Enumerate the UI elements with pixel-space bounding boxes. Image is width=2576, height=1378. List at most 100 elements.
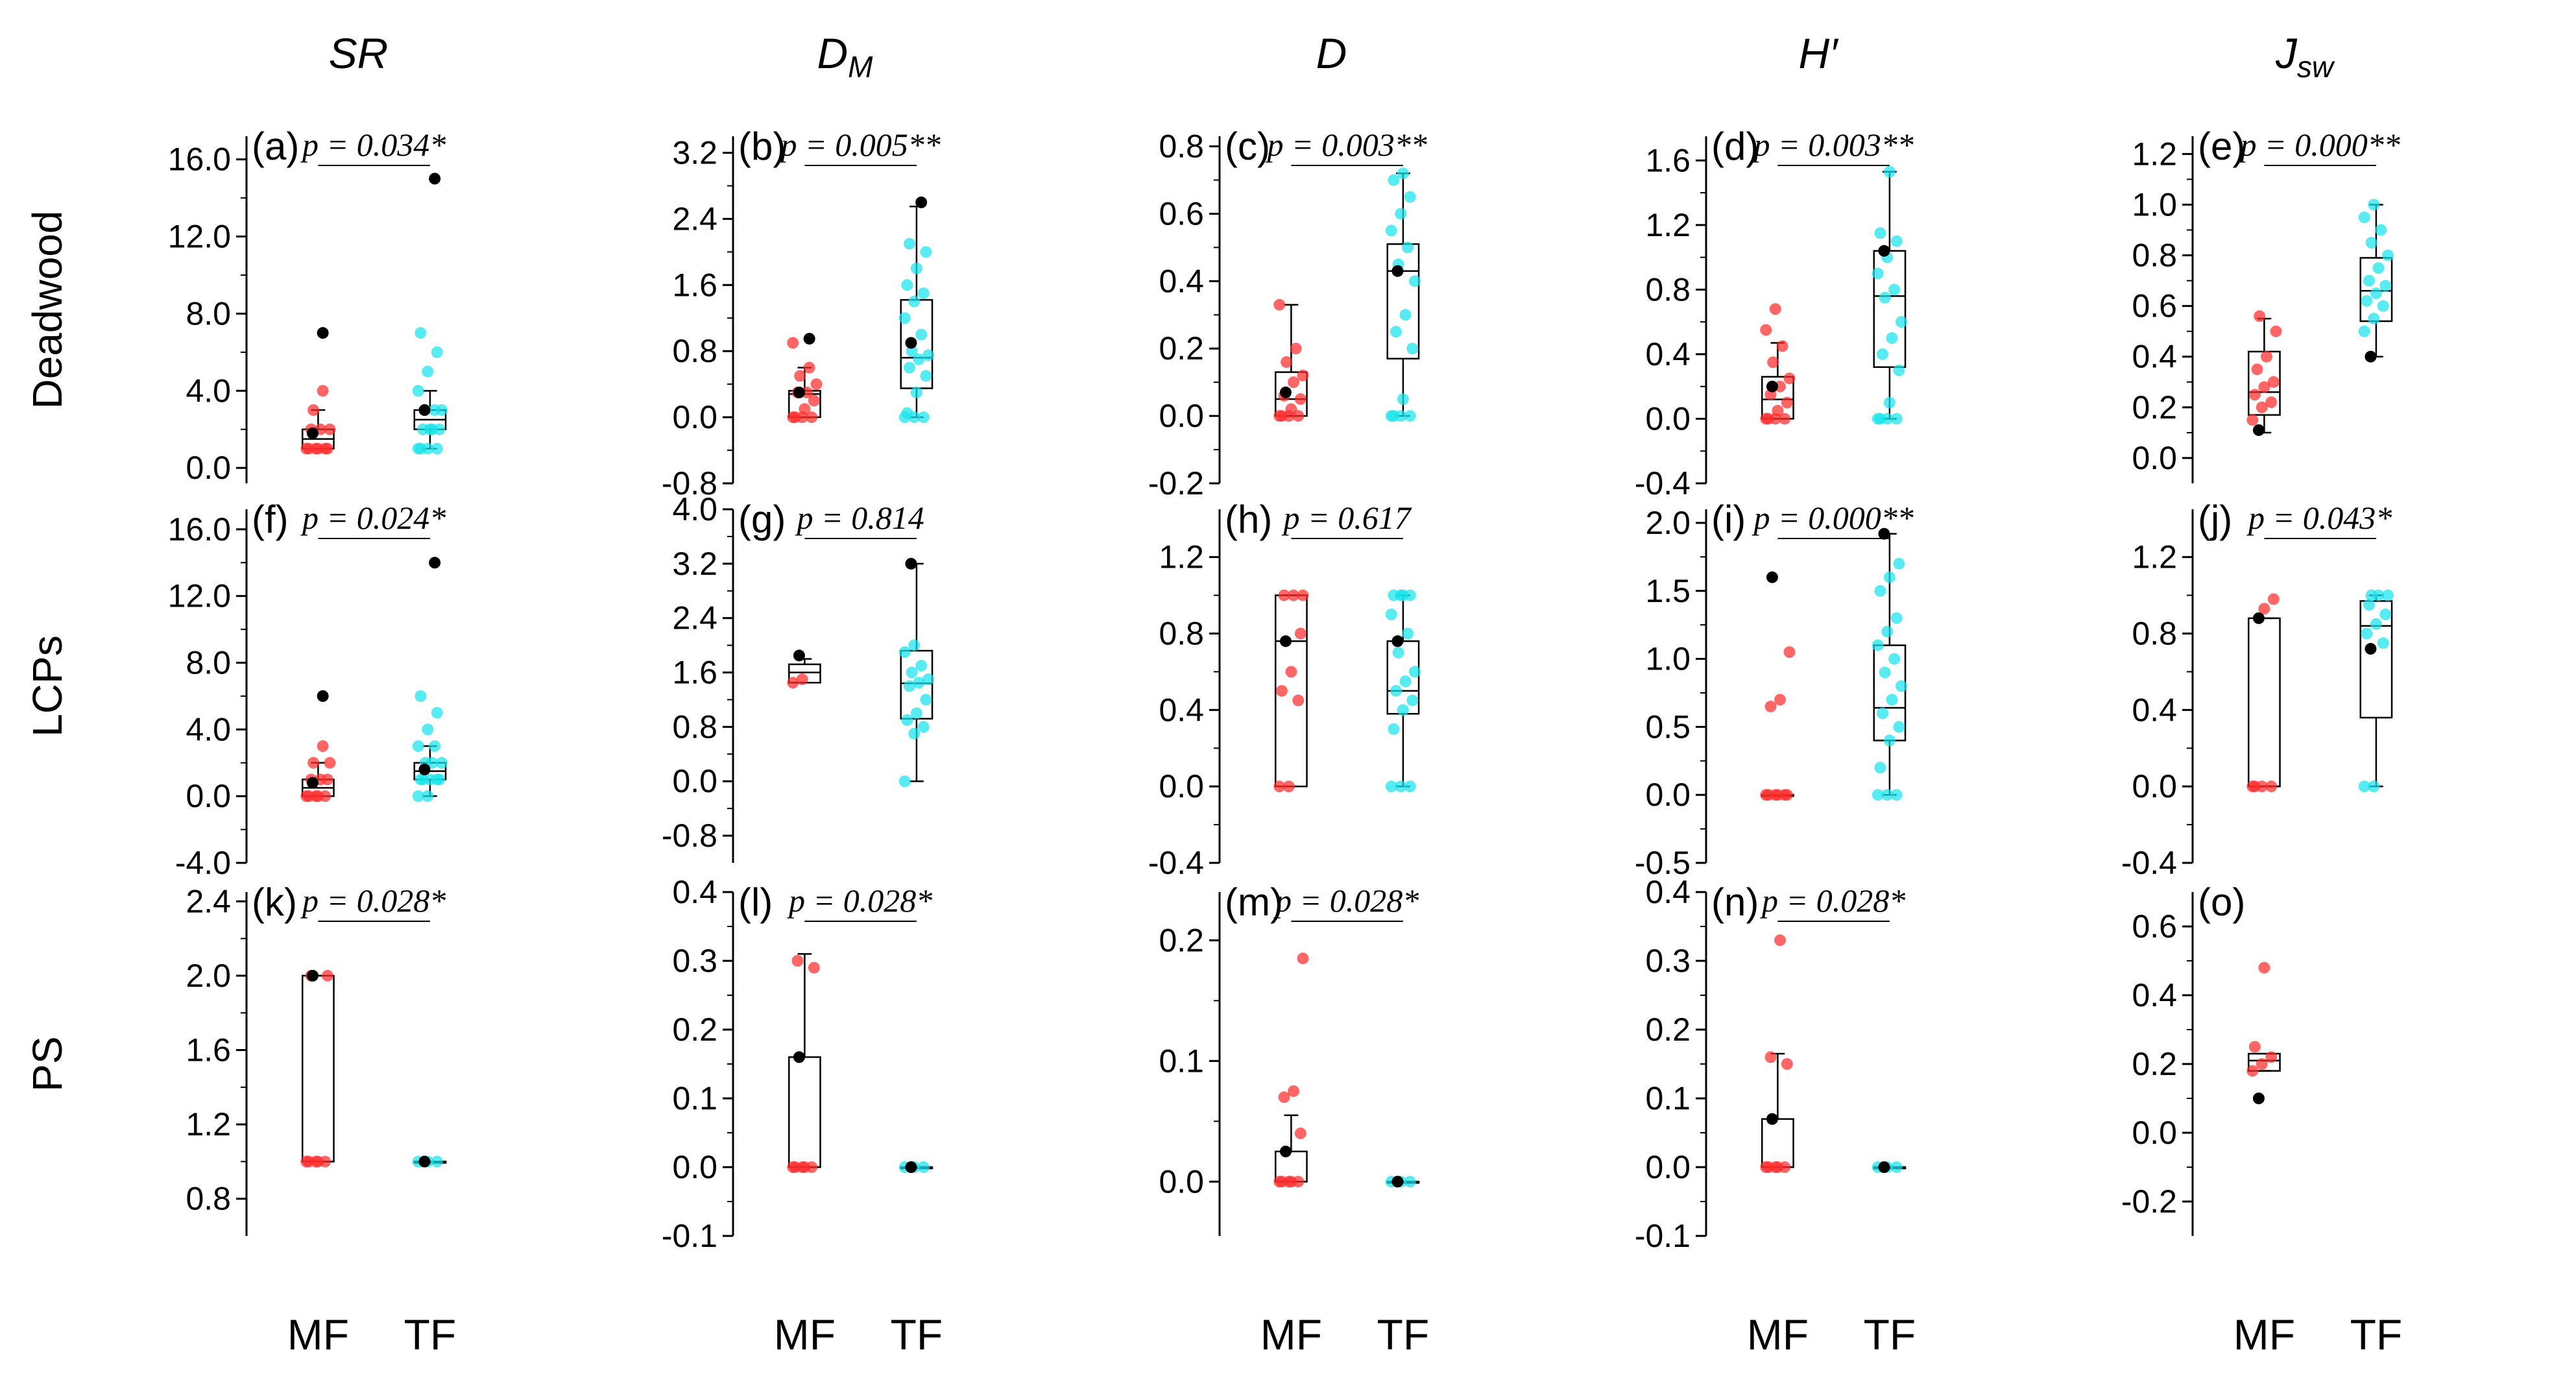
data-point bbox=[2358, 211, 2370, 223]
y-tick-label: 0.0 bbox=[2132, 1115, 2177, 1151]
data-point bbox=[412, 385, 424, 397]
y-tick-label: 0.1 bbox=[1645, 1080, 1691, 1117]
x-group-label: TF bbox=[2350, 1311, 2403, 1359]
panel-label: (e) bbox=[2198, 125, 2245, 168]
y-tick-label: 0.4 bbox=[1645, 874, 1691, 910]
data-point bbox=[1769, 303, 1781, 315]
y-tick-label: 2.4 bbox=[672, 200, 717, 237]
y-tick-label: 0.8 bbox=[2132, 237, 2177, 274]
column-title-main: J bbox=[2275, 29, 2298, 77]
data-point bbox=[1774, 694, 1787, 706]
data-point bbox=[1781, 396, 1793, 409]
data-point bbox=[1397, 393, 1409, 405]
p-value-label: p = 0.000** bbox=[2239, 127, 2400, 163]
data-point bbox=[1388, 589, 1400, 601]
column-title: H′ bbox=[1798, 29, 1839, 77]
data-point bbox=[1275, 1176, 1288, 1188]
data-point bbox=[1890, 235, 1903, 247]
iqr-box bbox=[2248, 1052, 2281, 1072]
data-point bbox=[324, 423, 336, 435]
box-TF bbox=[412, 1155, 447, 1168]
box-TF bbox=[898, 196, 935, 424]
column-title-main: D bbox=[1316, 29, 1347, 77]
data-point bbox=[412, 790, 424, 803]
outlier-point bbox=[429, 557, 441, 569]
data-point bbox=[422, 365, 434, 378]
mean-point bbox=[418, 1155, 431, 1168]
box-TF bbox=[898, 557, 935, 788]
data-point bbox=[1874, 762, 1886, 774]
box-TF bbox=[412, 173, 448, 455]
y-tick-label: 0.4 bbox=[1159, 263, 1204, 299]
data-point bbox=[317, 740, 329, 753]
panel-l: -0.1 0.0 0.1 0.2 0.3 0.4 (l) p = 0.028* bbox=[662, 874, 933, 1254]
y-tick-label: -0.4 bbox=[1148, 845, 1204, 881]
data-point bbox=[920, 694, 932, 706]
data-point bbox=[796, 673, 808, 686]
box-MF bbox=[1760, 934, 1794, 1173]
box-MF bbox=[2246, 961, 2281, 1104]
panel-label: (d) bbox=[1711, 125, 1759, 168]
panel-o: -0.2 0.0 0.2 0.4 0.6 (o) bbox=[2121, 880, 2281, 1236]
data-point bbox=[913, 677, 925, 689]
y-tick-label: 0.0 bbox=[1645, 1149, 1691, 1185]
data-point bbox=[2248, 780, 2261, 793]
panel-f: -4.0 0.0 4.0 8.0 12.0 16.0 (f) p = 0.024* bbox=[168, 498, 448, 881]
mean-point bbox=[1279, 635, 1292, 647]
data-point bbox=[1285, 666, 1297, 678]
data-point bbox=[1881, 789, 1894, 801]
box-MF bbox=[1273, 952, 1309, 1188]
iqr-box bbox=[302, 974, 335, 1163]
data-point bbox=[1292, 694, 1305, 707]
data-point bbox=[431, 442, 443, 455]
mean-point bbox=[1391, 1176, 1404, 1188]
x-group-label: MF bbox=[2233, 1311, 2295, 1359]
column-title-main: H′ bbox=[1798, 29, 1839, 77]
mean-point bbox=[2365, 643, 2377, 655]
box-TF bbox=[2358, 589, 2394, 793]
data-point bbox=[302, 790, 315, 803]
x-group-label: TF bbox=[891, 1311, 943, 1359]
y-tick-label: 0.3 bbox=[672, 943, 717, 979]
data-point bbox=[1288, 376, 1300, 389]
x-group-label: MF bbox=[1260, 1311, 1322, 1359]
data-point bbox=[1772, 789, 1784, 801]
data-point bbox=[2248, 389, 2261, 401]
data-point bbox=[2265, 780, 2278, 793]
y-tick-label: 0.8 bbox=[672, 333, 717, 369]
data-point bbox=[302, 1155, 315, 1168]
data-point bbox=[799, 1161, 811, 1173]
data-point bbox=[915, 660, 928, 672]
box-MF bbox=[1760, 303, 1796, 425]
y-tick-label: -0.8 bbox=[662, 465, 717, 502]
data-point bbox=[1883, 396, 1896, 409]
data-point bbox=[1874, 227, 1886, 239]
mean-point bbox=[306, 969, 319, 982]
data-point bbox=[1877, 707, 1889, 719]
data-point bbox=[1881, 625, 1894, 638]
y-tick-label: 0.8 bbox=[1159, 615, 1204, 651]
data-point bbox=[917, 287, 930, 300]
panel-h: -0.4 0.0 0.4 0.8 1.2 (h) p = 0.617 bbox=[1148, 498, 1421, 881]
data-point bbox=[908, 639, 921, 651]
data-point bbox=[324, 756, 336, 769]
data-point bbox=[901, 407, 913, 419]
box-MF bbox=[787, 649, 821, 689]
y-tick-label: 0.0 bbox=[672, 763, 717, 799]
mean-point bbox=[1766, 380, 1778, 393]
data-point bbox=[2361, 295, 2373, 307]
outlier-point bbox=[915, 196, 928, 208]
y-tick-label: 3.2 bbox=[672, 134, 717, 171]
data-point bbox=[2256, 1058, 2268, 1070]
data-point bbox=[1294, 1127, 1306, 1139]
data-point bbox=[1275, 684, 1288, 697]
data-point bbox=[1760, 324, 1772, 336]
data-point bbox=[1395, 780, 1407, 793]
y-tick-label: 0.5 bbox=[1645, 708, 1691, 745]
data-point bbox=[2372, 262, 2385, 274]
p-value-label: p = 0.024* bbox=[300, 500, 446, 536]
data-point bbox=[806, 411, 818, 424]
panel-e: 0.0 0.2 0.4 0.6 0.8 1.0 1.2 (e)p = 0.000** bbox=[2132, 125, 2400, 483]
data-point bbox=[1877, 348, 1889, 360]
